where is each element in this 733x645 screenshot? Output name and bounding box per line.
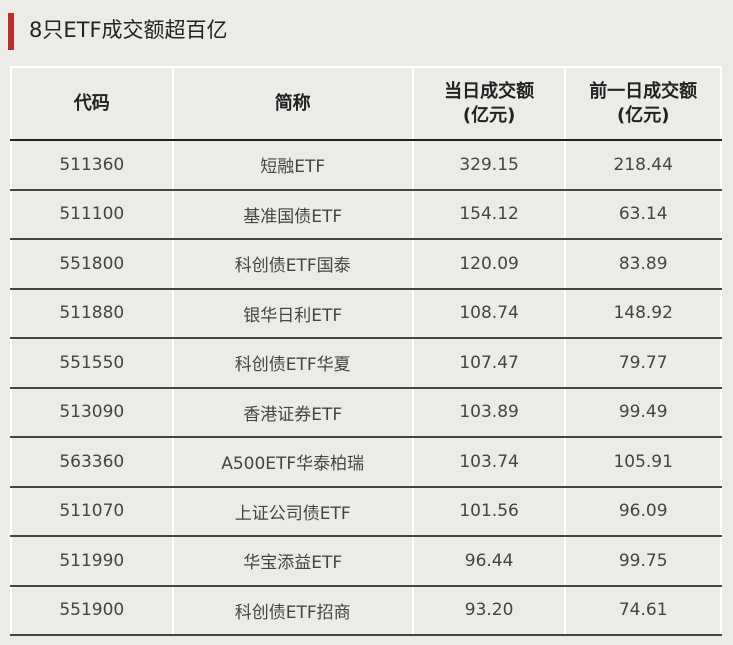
- header-prev-unit: (亿元): [616, 104, 670, 126]
- table-header-row: 代码 简称 当日成交额 (亿元) 前一日成交额 (亿元): [10, 66, 722, 141]
- table-row: 563360 A500ETF华泰柏瑞 103.74 105.91: [10, 437, 722, 488]
- header-code: 代码: [10, 66, 174, 141]
- cell-prev: 105.91: [564, 437, 722, 488]
- title-accent-bar: [8, 13, 14, 50]
- cell-today: 108.74: [411, 288, 567, 339]
- header-prev-label: 前一日成交额: [589, 80, 698, 102]
- cell-prev: 99.49: [564, 387, 722, 438]
- cell-name: 银华日利ETF: [171, 288, 414, 339]
- cell-code: 511070: [10, 486, 174, 537]
- cell-code: 511360: [10, 140, 174, 191]
- cell-prev: 83.89: [564, 239, 722, 290]
- cell-prev: 63.14: [564, 189, 722, 240]
- cell-name: 科创债ETF国泰: [171, 239, 414, 290]
- cell-prev: 99.75: [564, 536, 722, 587]
- cell-today: 329.15: [411, 140, 567, 191]
- cell-name: 基准国债ETF: [171, 189, 414, 240]
- table-row: 511880 银华日利ETF 108.74 148.92: [10, 288, 722, 339]
- cell-code: 563360: [10, 437, 174, 488]
- cell-code: 511880: [10, 288, 174, 339]
- header-today-label: 当日成交额: [444, 80, 535, 102]
- table-row: 511100 基准国债ETF 154.12 63.14: [10, 189, 722, 240]
- cell-today: 93.20: [411, 585, 567, 636]
- cell-code: 511990: [10, 536, 174, 587]
- cell-today: 103.89: [411, 387, 567, 438]
- cell-prev: 218.44: [564, 140, 722, 191]
- table-row: 513090 香港证券ETF 103.89 99.49: [10, 387, 722, 438]
- header-prev: 前一日成交额 (亿元): [564, 66, 722, 141]
- header-name: 简称: [171, 66, 414, 141]
- table-row: 511990 华宝添益ETF 96.44 99.75: [10, 536, 722, 587]
- cell-prev: 96.09: [564, 486, 722, 537]
- page-title: 8只ETF成交额超百亿: [29, 18, 228, 42]
- cell-today: 120.09: [411, 239, 567, 290]
- cell-today: 103.74: [411, 437, 567, 488]
- cell-code: 551900: [10, 585, 174, 636]
- table-row: 511070 上证公司债ETF 101.56 96.09: [10, 486, 722, 537]
- header-today: 当日成交额 (亿元): [411, 66, 567, 141]
- cell-today: 96.44: [411, 536, 567, 587]
- cell-code: 551550: [10, 338, 174, 389]
- header-today-unit: (亿元): [462, 104, 516, 126]
- cell-name: 上证公司债ETF: [171, 486, 414, 537]
- cell-today: 107.47: [411, 338, 567, 389]
- cell-name: A500ETF华泰柏瑞: [171, 437, 414, 488]
- cell-code: 551800: [10, 239, 174, 290]
- cell-code: 511100: [10, 189, 174, 240]
- cell-name: 香港证券ETF: [171, 387, 414, 438]
- table-row: 551900 科创债ETF招商 93.20 74.61: [10, 585, 722, 636]
- cell-name: 科创债ETF华夏: [171, 338, 414, 389]
- cell-prev: 74.61: [564, 585, 722, 636]
- etf-turnover-table: 代码 简称 当日成交额 (亿元) 前一日成交额 (亿元) 511360 短融ETF 32…: [10, 66, 722, 636]
- cell-today: 101.56: [411, 486, 567, 537]
- cell-prev: 148.92: [564, 288, 722, 339]
- cell-code: 513090: [10, 387, 174, 438]
- table-row: 551800 科创债ETF国泰 120.09 83.89: [10, 239, 722, 290]
- table-row: 551550 科创债ETF华夏 107.47 79.77: [10, 338, 722, 389]
- cell-today: 154.12: [411, 189, 567, 240]
- cell-name: 华宝添益ETF: [171, 536, 414, 587]
- cell-name: 科创债ETF招商: [171, 585, 414, 636]
- cell-name: 短融ETF: [171, 140, 414, 191]
- table-row: 511360 短融ETF 329.15 218.44: [10, 140, 722, 191]
- cell-prev: 79.77: [564, 338, 722, 389]
